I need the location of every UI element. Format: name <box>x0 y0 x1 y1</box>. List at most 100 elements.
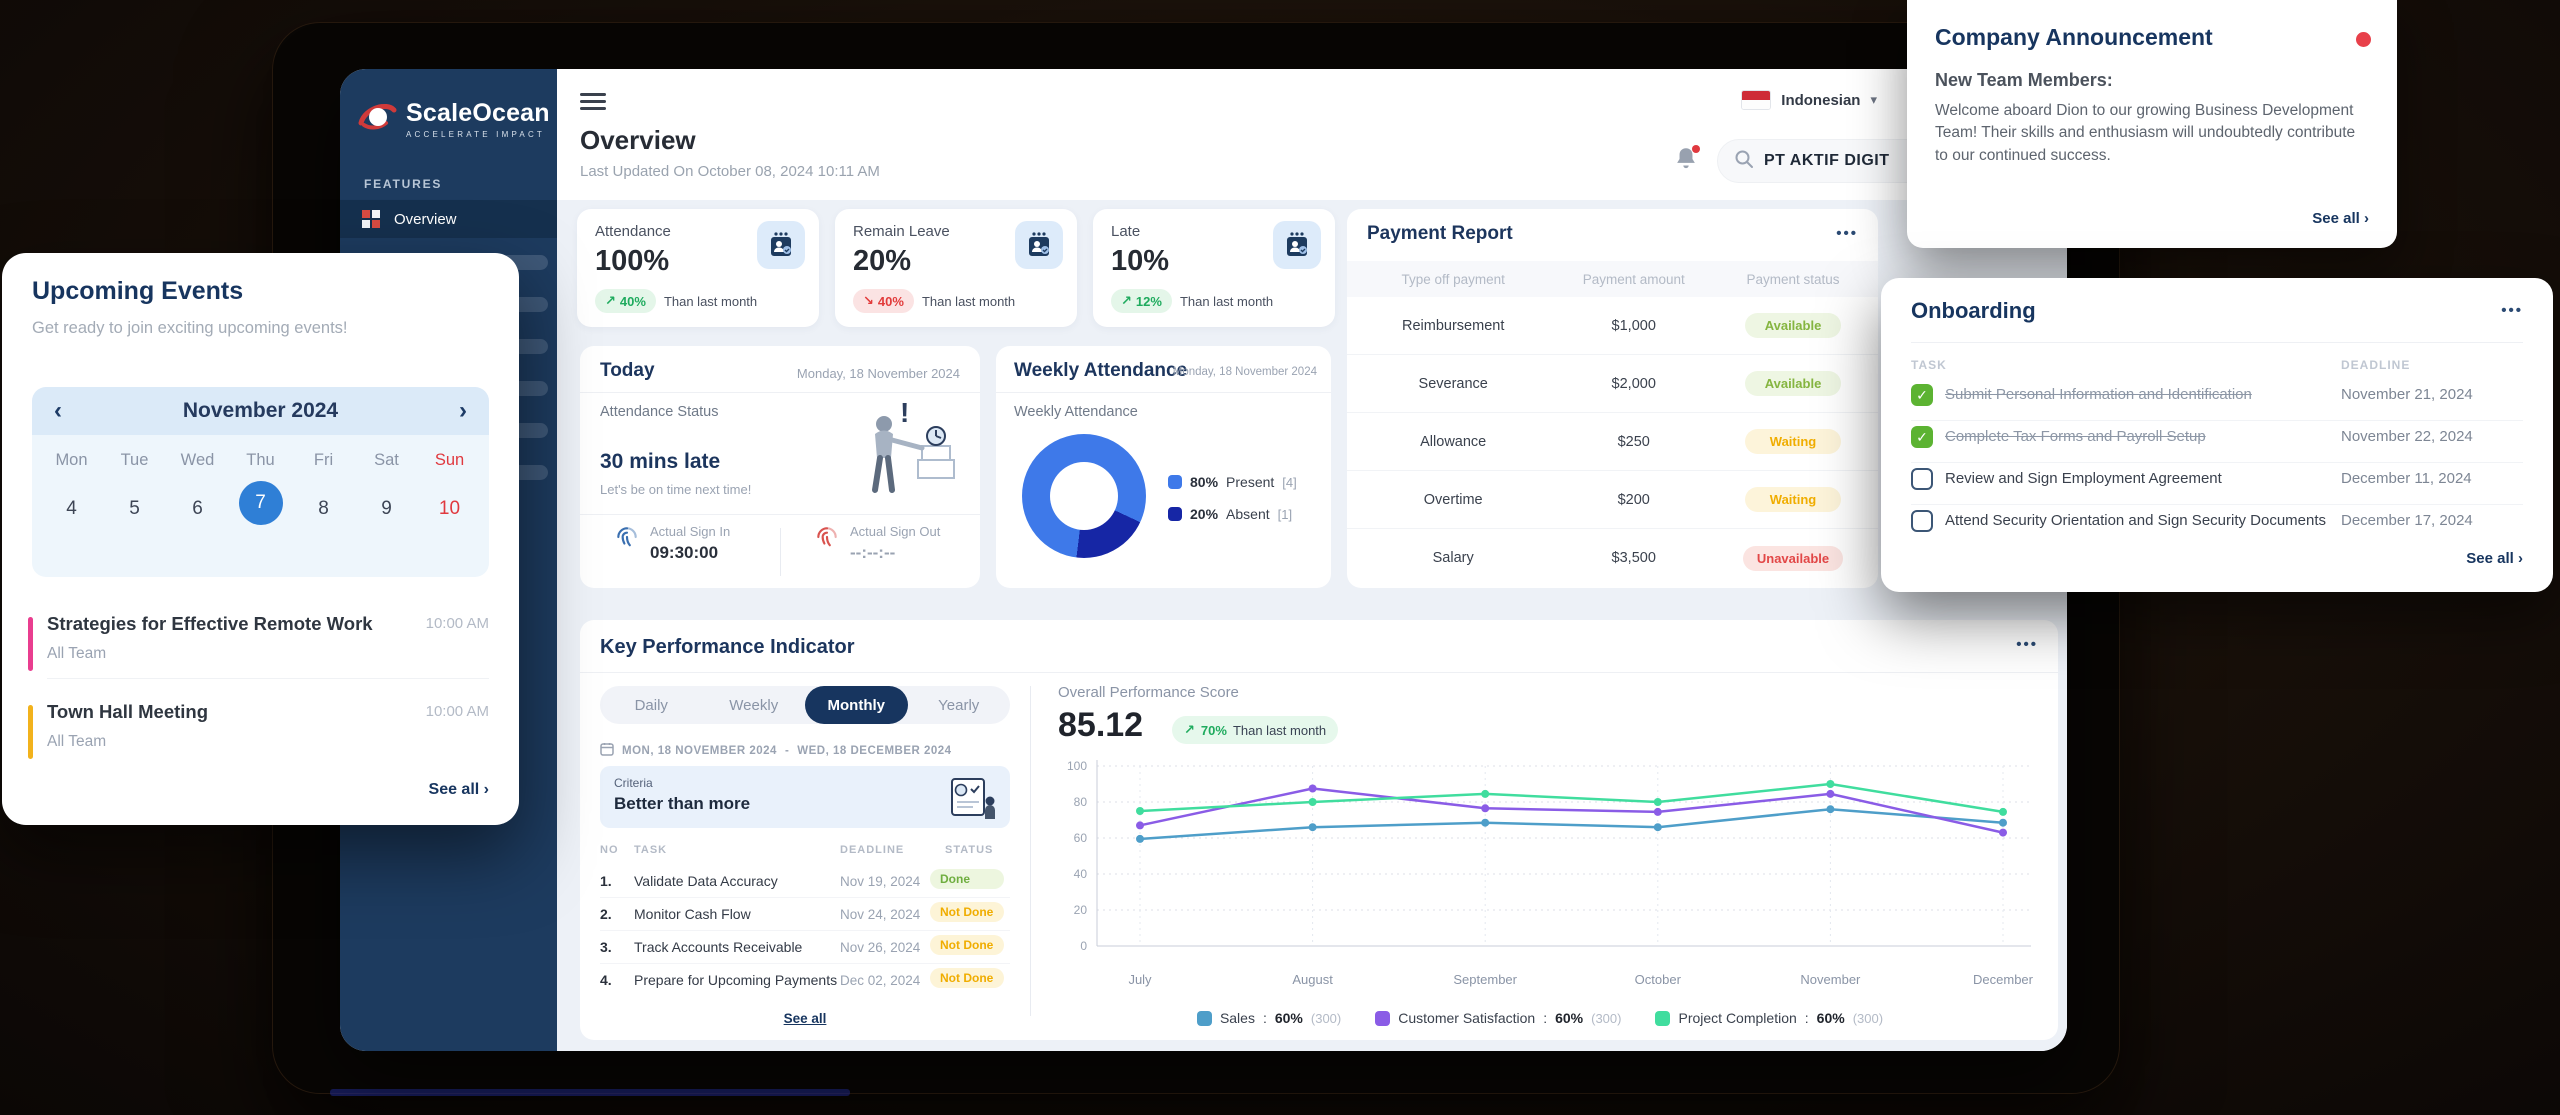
date-cell[interactable]: 9 <box>381 497 392 519</box>
main-content: Indonesian ▾ Overview Last Updated On Oc… <box>557 69 2067 1051</box>
tab-monthly[interactable]: Monthly <box>805 686 908 724</box>
day-sat: Sat <box>374 451 399 469</box>
checkbox-checked[interactable]: ✓ <box>1911 426 1933 448</box>
kpi-menu-icon[interactable]: ••• <box>2016 636 2038 653</box>
announcement-heading: New Team Members: <box>1935 70 2113 90</box>
payment-report-card: Payment Report ••• Type off payment Paym… <box>1347 209 1878 588</box>
today-date: Monday, 18 November 2024 <box>796 366 960 381</box>
last-updated-text: Last Updated On October 08, 2024 10:11 A… <box>580 163 880 180</box>
events-see-all-link[interactable]: See all › <box>428 781 489 798</box>
tab-yearly[interactable]: Yearly <box>938 696 980 714</box>
kpi-task-row: 4. Prepare for Upcoming Payments Dec 02,… <box>600 964 1010 997</box>
col-deadline: DEADLINE <box>2341 358 2411 372</box>
fingerprint-in-icon <box>614 524 640 563</box>
logo: ScaleOcean ACCELERATE IMPACT <box>356 95 550 142</box>
event-accent-bar <box>28 617 33 671</box>
status-badge: Waiting <box>1745 429 1842 454</box>
sales-swatch <box>1196 1010 1212 1026</box>
announcement-see-all-link[interactable]: See all › <box>2312 210 2369 227</box>
legend-item-absent: 20% Absent [1] <box>1168 506 1297 522</box>
legend-name: Customer Satisfaction <box>1398 1010 1536 1026</box>
kpi-criteria-box: Criteria Better than more <box>600 766 1010 828</box>
payment-report-menu-icon[interactable]: ••• <box>1836 225 1858 242</box>
col-status: STATUS <box>945 844 994 856</box>
svg-text:40: 40 <box>1074 867 1088 881</box>
trend-badge: ↗ 12% <box>1111 289 1172 313</box>
hamburger-menu-icon[interactable] <box>580 93 606 111</box>
tab-weekly[interactable]: Weekly <box>729 696 779 714</box>
onboarding-deadline: December 11, 2024 <box>2341 470 2472 487</box>
kpi-task-row: 1. Validate Data Accuracy Nov 19, 2024 D… <box>600 865 1010 898</box>
legend-item-project-completion: Project Completion: 60% (300) <box>1655 1010 1883 1026</box>
event-time: 10:00 AM <box>425 703 489 720</box>
stat-card-late: Late 10% ↗ 12% Than last month <box>1093 209 1335 327</box>
calendar-widget: ‹ November 2024 › Mon Tue Wed Thu Fri Sa… <box>32 387 489 577</box>
onboarding-task: Review and Sign Employment Agreement <box>1945 470 2222 487</box>
logo-title: ScaleOcean <box>406 98 550 127</box>
legend-total: (300) <box>1852 1010 1884 1026</box>
date-cell[interactable]: 10 <box>438 497 461 519</box>
announcement-body: Welcome aboard Dion to our growing Busin… <box>1935 102 2356 164</box>
date-cell-selected[interactable]: 7 <box>238 481 283 525</box>
onboarding-see-all-link[interactable]: See all › <box>2466 550 2523 567</box>
payment-row: Reimbursement $1,000 Available <box>1347 297 1878 355</box>
svg-text:September: September <box>1453 972 1517 987</box>
legend-value: 60% <box>1555 1010 1584 1026</box>
indonesia-flag-icon <box>1741 90 1772 110</box>
stat-card-attendance: Attendance 100% ↗ 40% Than last month <box>577 209 819 327</box>
trend-note: Than last month <box>663 293 758 309</box>
onboarding-menu-icon[interactable]: ••• <box>2501 302 2523 319</box>
page-title: Overview <box>580 125 696 155</box>
onboarding-row: ✓ Submit Personal Information and Identi… <box>1911 384 2523 426</box>
task-status-badge: Not Done <box>930 902 1004 922</box>
date-cell[interactable]: 8 <box>318 497 329 519</box>
checkbox-unchecked[interactable] <box>1911 468 1933 490</box>
svg-text:July: July <box>1128 972 1152 987</box>
calendar-next-icon[interactable]: › <box>458 397 467 424</box>
scaleocean-logo-icon <box>356 95 398 142</box>
legend-item-sales: Sales: 60% (300) <box>1196 1010 1342 1026</box>
payment-row: Salary $3,500 Unavailable <box>1347 529 1878 587</box>
task-name: Track Accounts Receivable <box>634 939 803 955</box>
svg-text:August: August <box>1292 972 1333 987</box>
calendar-prev-icon[interactable]: ‹ <box>54 397 62 424</box>
language-selector[interactable]: Indonesian ▾ <box>1741 90 1877 110</box>
sidebar-item-overview[interactable]: Overview <box>340 200 557 238</box>
event-item[interactable]: Strategies for Effective Remote Work All… <box>28 613 489 673</box>
date-cell[interactable]: 4 <box>66 497 77 519</box>
svg-text:0: 0 <box>1080 939 1087 953</box>
weekly-attendance-card: Weekly Attendance Monday, 18 November 20… <box>996 346 1331 588</box>
range-separator: - <box>784 744 790 757</box>
weekly-subtitle: Weekly Attendance <box>1014 404 1138 420</box>
chevron-right-icon: › <box>2364 210 2369 227</box>
task-status-badge: Done <box>930 869 1004 889</box>
task-no: 4. <box>600 972 612 988</box>
kpi-see-all-link[interactable]: See all <box>783 1011 827 1026</box>
checkbox-checked[interactable]: ✓ <box>1911 384 1933 406</box>
sign-out-value: --:--:-- <box>850 543 896 562</box>
payment-row: Overtime $200 Waiting <box>1347 471 1878 529</box>
sign-out-label: Actual Sign Out <box>850 524 941 539</box>
calendar-day-names: Mon Tue Wed Thu Fri Sat Sun <box>40 451 481 470</box>
date-cell[interactable]: 5 <box>129 497 140 519</box>
today-title: Today <box>600 360 655 381</box>
notification-dot <box>1692 145 1700 153</box>
criteria-illustration <box>946 771 998 828</box>
legend-item-customer-satisfaction: Customer Satisfaction: 60% (300) <box>1375 1010 1621 1026</box>
chevron-right-icon: › <box>2518 550 2523 567</box>
notification-bell-icon[interactable] <box>1673 145 1701 175</box>
background-taskbar-sliver <box>330 1089 850 1096</box>
legend-total: (300) <box>1310 1010 1342 1026</box>
trend-badge: ↗ 40% <box>595 289 656 313</box>
checkbox-unchecked[interactable] <box>1911 510 1933 532</box>
tab-daily[interactable]: Daily <box>634 696 668 714</box>
event-item[interactable]: Town Hall Meeting All Team 10:00 AM <box>28 701 489 761</box>
onboarding-title: Onboarding <box>1911 298 2036 323</box>
kpi-date-range: MON, 18 NOVEMBER 2024 - WED, 18 DECEMBER… <box>600 742 952 759</box>
date-cell[interactable]: 6 <box>192 497 203 519</box>
sign-in-label: Actual Sign In <box>650 524 731 539</box>
day-thu: Thu <box>246 451 275 469</box>
status-badge: Unavailable <box>1742 545 1844 571</box>
legend-name: Sales <box>1219 1010 1255 1026</box>
svg-text:20: 20 <box>1074 903 1088 917</box>
